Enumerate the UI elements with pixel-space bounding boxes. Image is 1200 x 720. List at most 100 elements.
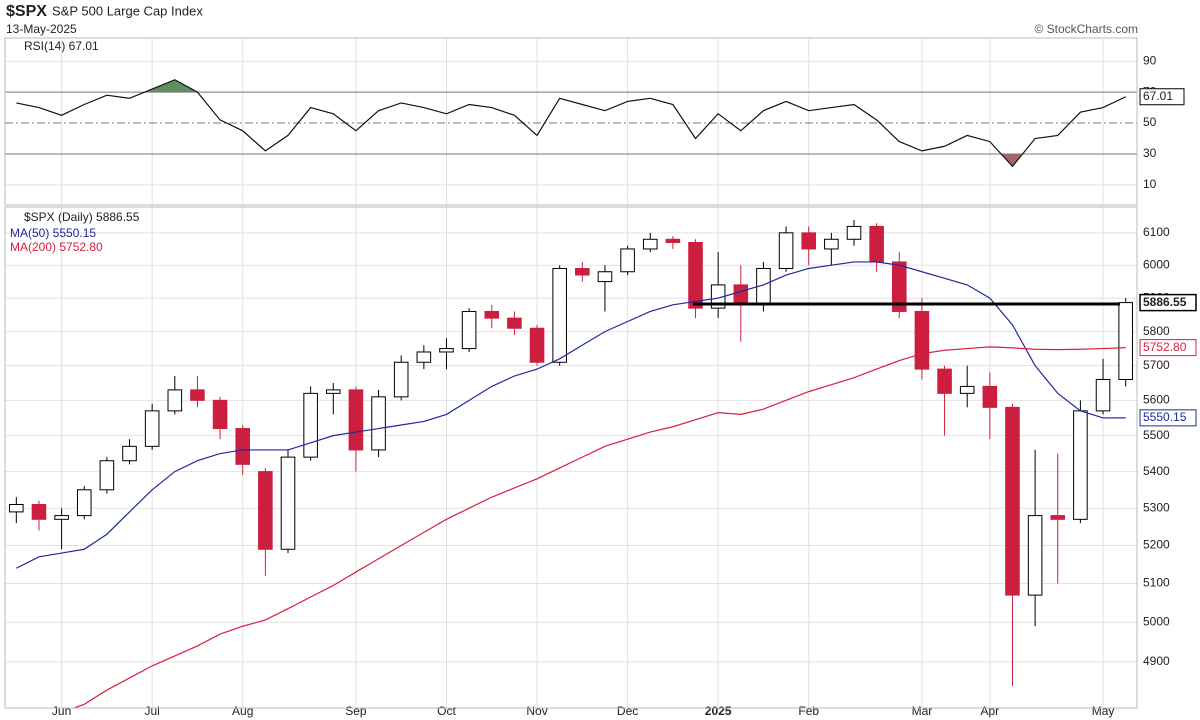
candle-body [1005,406,1020,596]
candle-body [688,241,703,309]
candle-body [76,489,92,517]
legend-entry: MA(50) 5550.15 [10,226,96,240]
overbought-fill [144,79,198,93]
oversold-fill [1001,153,1023,167]
date: 13-May-2025 [6,22,77,36]
candle-body [325,389,341,394]
candle-body [507,317,522,329]
candle-body [461,310,477,350]
credit: © StockCharts.com [1034,22,1138,36]
legend-entry: MA(200) 5752.80 [10,240,103,254]
candle-body [280,456,296,550]
candle-body [144,410,160,447]
candle-body [484,310,500,319]
candle-body [416,351,432,363]
value-box [1139,293,1197,312]
candle-body [846,225,862,240]
candle-body [620,248,635,273]
y-tick-label: 5700 [1143,358,1170,372]
end-label: 5752.80 [1143,340,1187,354]
candle-body [303,392,318,458]
x-tick-label: Feb [798,704,819,718]
price-legend: $SPX (Daily) 5886.55 [24,210,140,224]
candle-body [1027,515,1043,596]
candle-body [665,238,681,243]
y-tick-label: 5400 [1143,464,1170,478]
x-tick-label: Nov [526,704,547,718]
last-value-label: 67.01 [1143,89,1173,103]
y-tick-label: 5800 [1143,324,1170,338]
x-tick-label: 2025 [705,704,732,718]
y-tick-label: 5200 [1143,538,1170,552]
candle-body [54,515,69,520]
candle-body [869,225,884,263]
panel-frame [4,206,1138,709]
candle-body [891,261,907,312]
y-tick-label: 90 [1143,53,1157,67]
candle-body [31,503,47,520]
x-tick-label: Oct [437,704,456,718]
chart-title: S&P 500 Large Cap Index [52,3,203,18]
rsi-line [16,79,1126,168]
y-tick-label: 5000 [1143,614,1170,628]
candle-body [1095,378,1111,412]
x-tick-label: Mar [912,704,933,718]
y-tick-label: 5600 [1143,393,1170,407]
candle-body [982,385,998,408]
candle-body [9,503,24,513]
candle-body [122,445,137,462]
candle-body [190,389,205,401]
candle-body [552,267,567,363]
candle-body [937,368,952,394]
candle-body [824,238,839,250]
y-tick-label: 50 [1143,115,1157,129]
candle-body [212,399,228,430]
candle-body [914,310,930,370]
x-tick-label: Aug [232,704,253,718]
y-tick-label: 5500 [1143,428,1170,442]
x-tick-label: Jul [144,704,159,718]
moving-average [16,261,1126,569]
y-tick-label: 30 [1143,146,1157,160]
y-tick-label: 6100 [1143,225,1170,239]
value-box [1139,409,1197,427]
last-close-label: 5886.55 [1143,295,1187,309]
candle-body [597,271,613,283]
end-label: 5550.15 [1143,410,1187,424]
candle-body [1118,302,1133,380]
y-tick-label: 5100 [1143,576,1170,590]
candle-body [959,385,975,394]
candle-body [778,232,794,269]
x-tick-label: Sep [345,704,367,718]
candle-body [801,232,817,250]
candle-body [439,348,454,353]
candle-body [733,284,749,306]
candle-body [348,389,364,451]
candle-body [1050,515,1066,520]
moving-average [72,346,1126,708]
candle-body [575,267,590,276]
x-tick-label: Dec [617,704,638,718]
plot-area [9,220,1133,708]
y-tick-label: 4900 [1143,654,1170,668]
candle-body [235,428,251,465]
y-tick-label: 6000 [1143,257,1170,271]
candle-body [393,361,409,398]
y-tick-label: 5300 [1143,500,1170,514]
candle-body [99,460,115,491]
candle-body [371,396,386,451]
panel-frame [4,37,1138,206]
symbol: $SPX [6,3,47,20]
x-tick-label: Jun [52,704,71,718]
candle-body [167,389,183,412]
value-box [1139,88,1185,106]
x-tick-label: Apr [980,704,999,718]
candle-body [642,238,658,250]
candle-body [529,327,545,363]
x-tick-label: May [1092,704,1115,718]
value-box [1139,339,1197,357]
y-tick-label: 10 [1143,177,1157,191]
candle-body [258,471,273,550]
candle-body [1073,410,1088,520]
